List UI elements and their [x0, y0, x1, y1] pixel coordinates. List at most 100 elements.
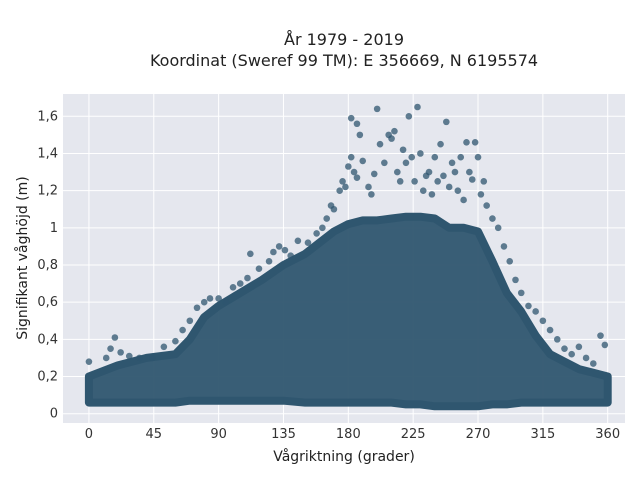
scatter-point-93 [532, 308, 539, 315]
scatter-point-100 [582, 354, 590, 362]
scatter-point-62 [417, 150, 424, 157]
scatter-point-88 [500, 243, 508, 250]
scatter-point-63 [419, 187, 427, 194]
chart-title-line1: År 1979 - 2019 [284, 30, 404, 49]
scatter-point-29 [313, 230, 320, 237]
scatter-point-76 [457, 153, 465, 161]
scatter-point-38 [347, 153, 355, 161]
scatter-point-102 [597, 332, 604, 339]
scatter-point-60 [411, 178, 418, 185]
scatter-point-20 [247, 250, 254, 258]
y-tick-label-7: 1,4 [37, 146, 58, 161]
scatter-point-12 [193, 304, 201, 312]
scatter-point-40 [353, 174, 361, 181]
scatter-point-21 [255, 265, 263, 273]
x-tick-label-1: 45 [146, 427, 163, 442]
scatter-point-48 [373, 105, 381, 113]
scatter-point-10 [179, 326, 186, 334]
scatter-point-66 [428, 191, 436, 198]
scatter-point-43 [347, 114, 355, 122]
y-tick-label-6: 1,2 [37, 184, 58, 199]
scatter-point-11 [186, 317, 194, 325]
scatter-point-58 [405, 113, 413, 120]
scatter-point-26 [287, 252, 294, 260]
scatter-point-50 [381, 159, 388, 167]
scatter-point-22 [265, 257, 273, 265]
scatter-point-2 [107, 345, 114, 352]
scatter-point-95 [546, 326, 554, 334]
scatter-point-57 [402, 159, 410, 167]
scatter-point-77 [460, 196, 467, 204]
scatter-point-81 [471, 139, 479, 146]
scatter-point-49 [376, 140, 384, 148]
scatter-point-46 [368, 191, 375, 198]
scatter-point-31 [323, 215, 331, 222]
scatter-point-97 [561, 345, 568, 352]
scatter-point-89 [506, 257, 514, 265]
scatter-point-75 [454, 187, 462, 194]
scatter-point-7 [149, 354, 156, 362]
x-tick-label-2: 90 [210, 427, 227, 442]
scatter-point-39 [350, 168, 358, 176]
scatter-point-34 [336, 187, 343, 194]
scatter-point-14 [206, 295, 214, 302]
scatter-point-79 [466, 168, 473, 176]
y-tick-label-0: 0 [50, 407, 58, 422]
scatter-point-96 [553, 336, 561, 343]
scatter-point-55 [396, 178, 404, 185]
scatter-point-73 [448, 159, 456, 167]
scatter-point-80 [468, 176, 476, 183]
scatter-point-0 [85, 358, 93, 365]
y-tick-labels: 0 0,2 0,4 0,6 0,8 1 1,2 1,4 1,6 [37, 109, 58, 421]
scatter-point-94 [539, 317, 547, 325]
x-tick-labels: 0 45 90 135 180 225 270 315 360 [85, 427, 620, 442]
scatter-point-67 [431, 153, 439, 161]
scatter-point-92 [525, 302, 532, 310]
scatter-point-19 [244, 274, 251, 282]
scatter-point-103 [601, 341, 609, 349]
scatter-point-61 [414, 103, 421, 111]
x-tick-label-5: 225 [401, 427, 426, 442]
scatter-point-87 [494, 224, 502, 232]
scatter-point-56 [399, 146, 407, 154]
x-tick-label-6: 270 [466, 427, 491, 442]
scatter-point-6 [136, 354, 143, 362]
scatter-point-82 [474, 153, 482, 161]
x-tick-label-4: 180 [336, 427, 361, 442]
scatter-point-41 [356, 131, 364, 139]
scatter-point-47 [370, 170, 378, 178]
scatter-point-28 [304, 239, 312, 247]
x-tick-label-0: 0 [85, 427, 93, 442]
y-tick-label-2: 0,4 [37, 332, 58, 347]
x-tick-label-7: 315 [530, 427, 555, 442]
chart-title-line2: Koordinat (Sweref 99 TM): E 356669, N 61… [150, 51, 538, 70]
scatter-point-30 [319, 224, 326, 232]
x-axis-label: Vågriktning (grader) [273, 448, 415, 465]
scatter-point-68 [434, 178, 441, 185]
scatter-point-9 [172, 337, 179, 345]
scatter-point-5 [125, 352, 133, 360]
scatter-point-65 [425, 168, 433, 176]
scatter-point-36 [342, 183, 349, 191]
data-points [84, 103, 612, 411]
scatter-point-23 [270, 248, 277, 256]
scatter-point-27 [294, 237, 302, 245]
y-axis-label: Signifikant våghöjd (m) [14, 176, 31, 339]
scatter-point-84 [480, 178, 488, 185]
scatter-point-17 [229, 284, 237, 291]
scatter-point-71 [443, 118, 450, 126]
scatter-point-78 [463, 139, 470, 146]
scatter-point-83 [477, 191, 485, 198]
scatter-point-44 [359, 157, 367, 165]
scatter-point-42 [353, 120, 361, 128]
scatter-point-33 [330, 205, 338, 213]
scatter-point-74 [451, 168, 459, 176]
scatter-point-3 [111, 334, 119, 341]
y-tick-label-8: 1,6 [37, 109, 58, 124]
x-tick-label-8: 360 [595, 427, 620, 442]
scatter-point-25 [281, 246, 289, 254]
scatter-point-53 [391, 127, 398, 135]
scatter-point-4 [117, 349, 124, 356]
x-tick-label-3: 135 [271, 427, 296, 442]
